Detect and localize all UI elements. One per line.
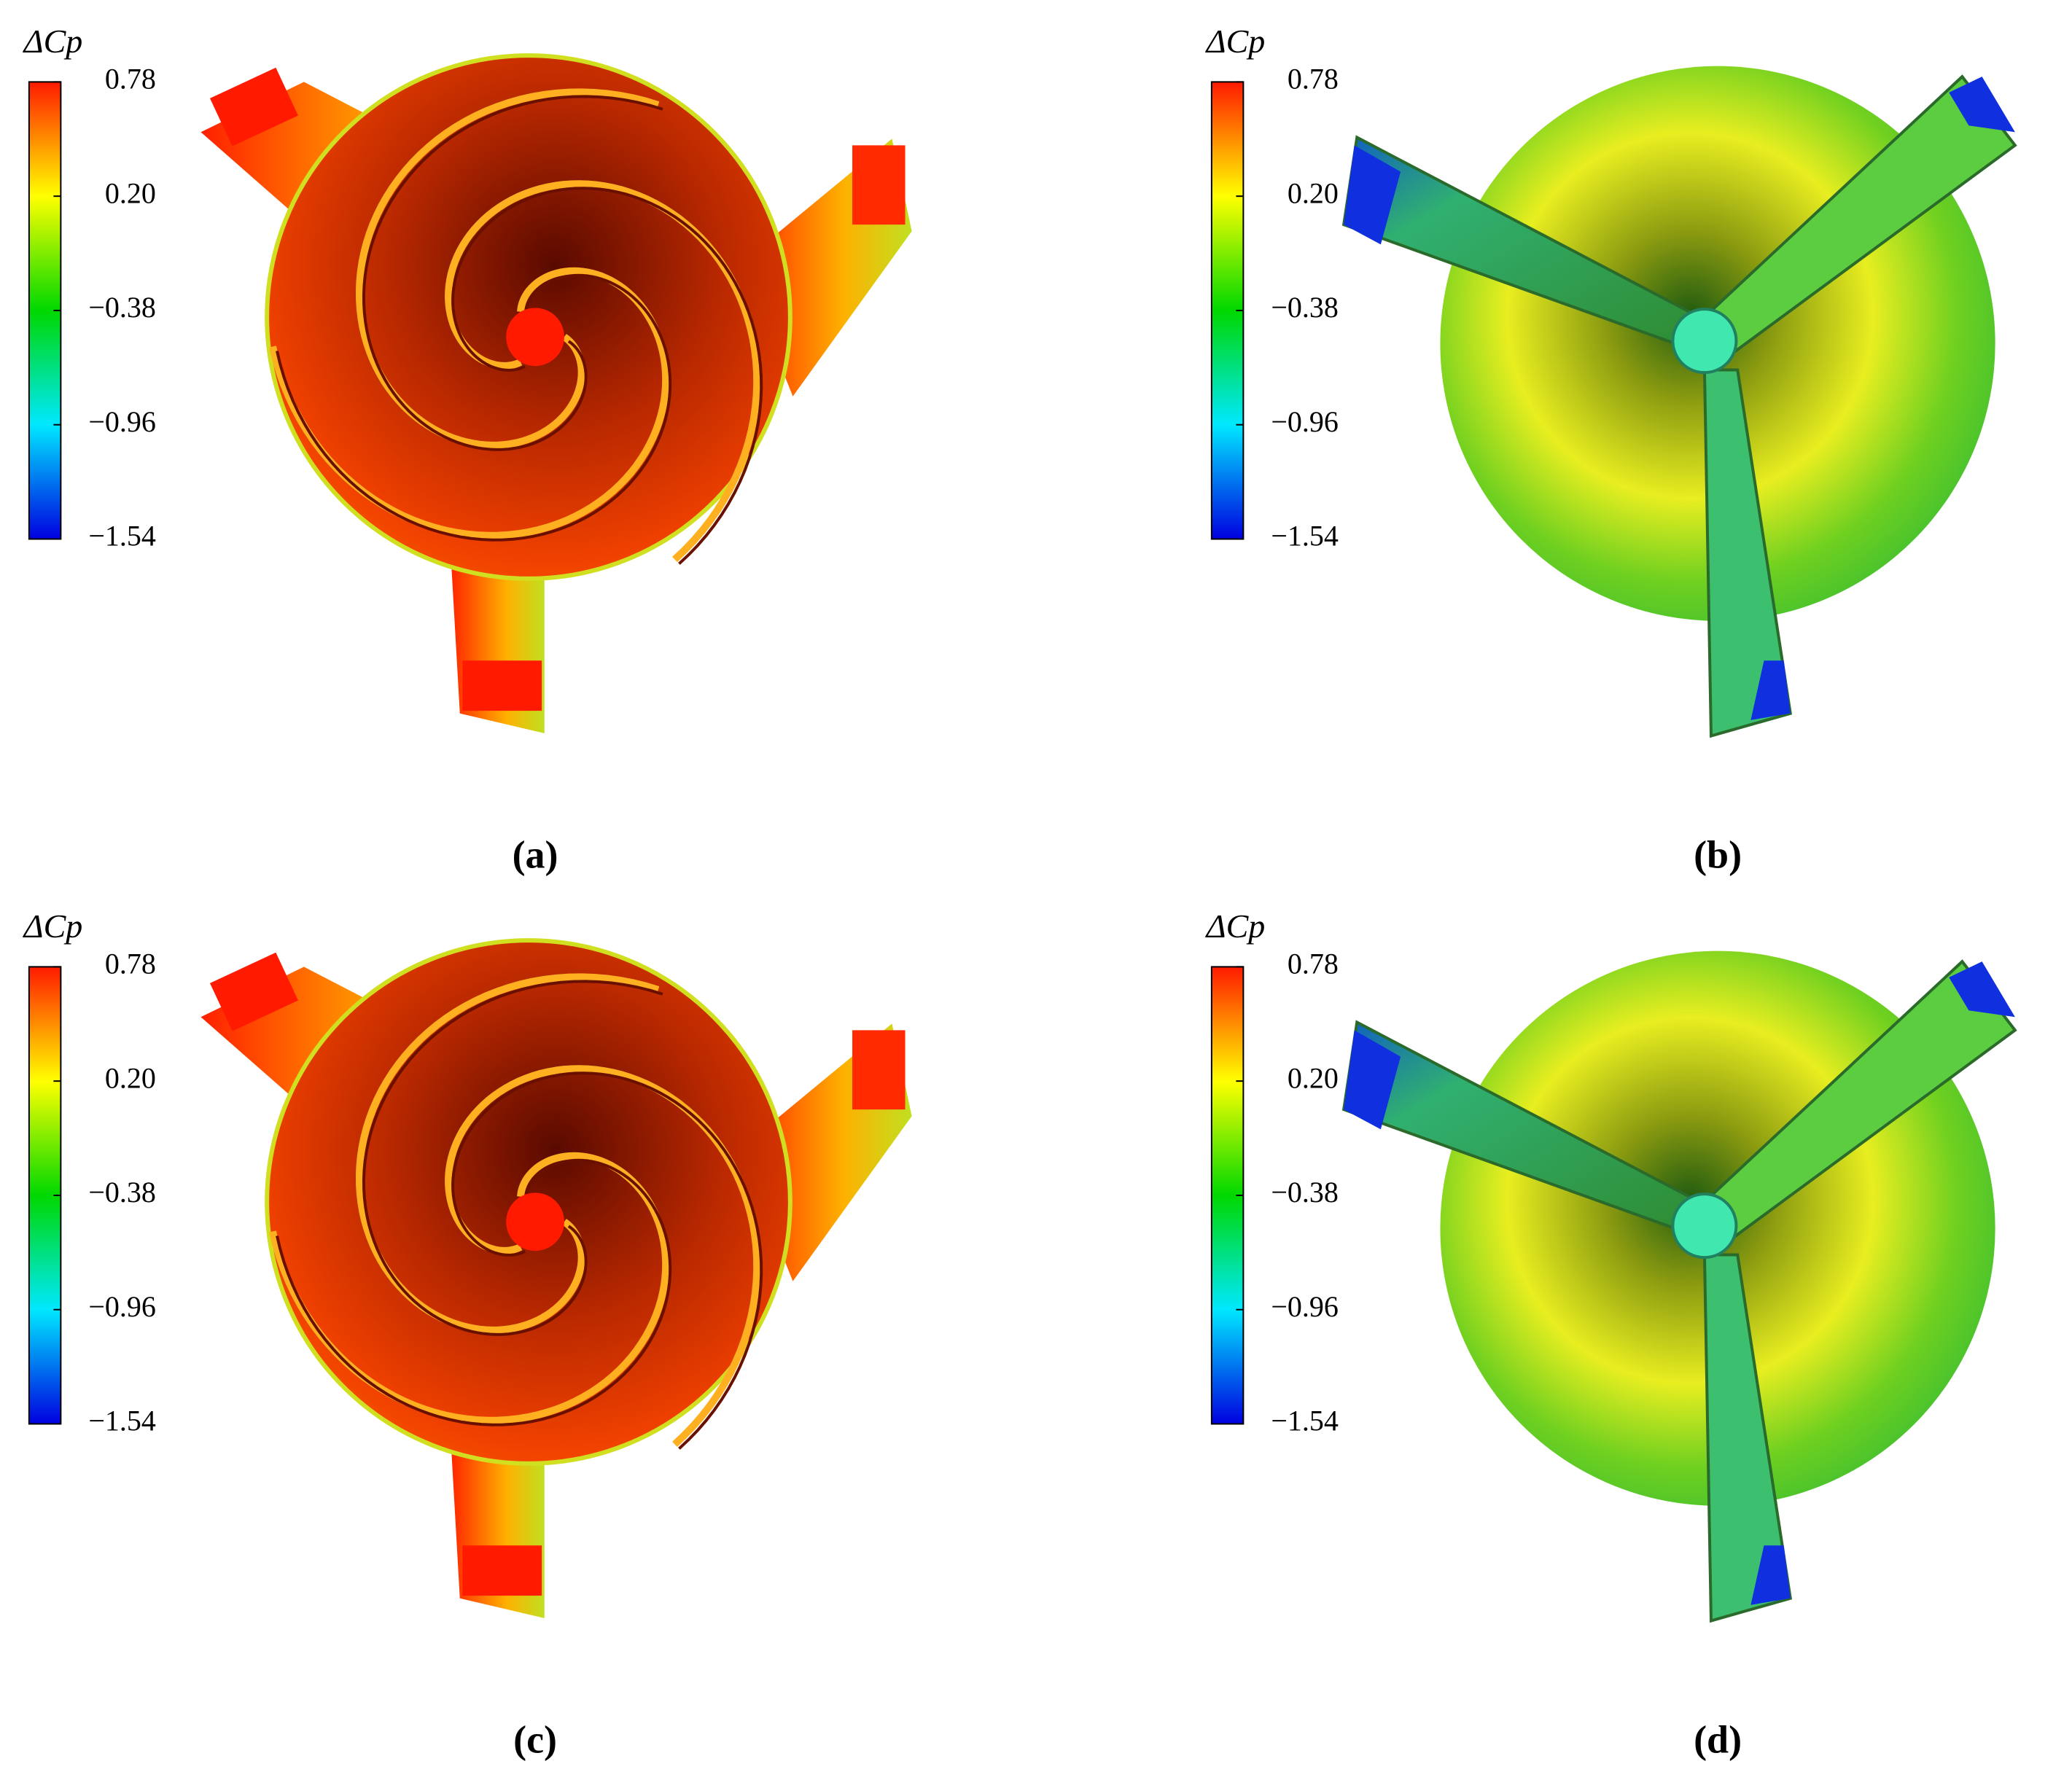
blade-tip: [1344, 1030, 1401, 1130]
blade-tip: [209, 67, 298, 147]
blade-tip: [1949, 77, 2015, 133]
hub: [1671, 308, 1738, 375]
blade-tip: [1750, 1545, 1791, 1605]
blade-tip: [852, 1030, 905, 1110]
panel: ΔCp −1.54 −0.96 −0.38 0.20 0.78 (c): [23, 907, 912, 1762]
panel: ΔCp −1.54 −0.96 −0.38 0.20 0.78 (a): [23, 23, 912, 877]
colorbar-tick-label: 0.78: [1288, 63, 1339, 95]
colorbar-tick-label: 0.78: [1288, 948, 1339, 980]
colorbar-tick-label: −1.54: [88, 1405, 156, 1437]
colorbar-tick-label: 0.20: [105, 1061, 156, 1094]
spiral-edge: [269, 267, 670, 539]
colorbar-title: ΔCp: [23, 907, 83, 945]
blade-tip: [1949, 961, 2015, 1018]
colorbar-tick-label: 0.78: [105, 63, 156, 95]
panel: ΔCp −1.54 −0.96 −0.38 0.20 0.78 (d): [1205, 907, 2017, 1762]
colorbar-tick-label: 0.78: [105, 948, 156, 980]
colorbar-tick-label: 0.20: [1288, 176, 1339, 209]
hub: [1671, 1192, 1738, 1260]
colorbar-tick-label: −0.38: [88, 291, 156, 324]
spiral-shadow: [451, 1071, 763, 1450]
panel-label: (d): [1694, 1718, 1742, 1762]
spiral-shadow: [276, 1158, 672, 1426]
colorbar-tick-label: −1.54: [88, 520, 156, 553]
panel-label: (c): [513, 1718, 557, 1762]
colorbar-tick-label: 0.20: [1288, 1061, 1339, 1094]
colorbar-tick-label: −1.54: [1271, 1405, 1339, 1437]
blade-tip: [1344, 145, 1401, 245]
colorbar-tick-label: −0.96: [1271, 405, 1339, 438]
colorbar-title: ΔCp: [23, 23, 83, 60]
hub: [506, 1192, 564, 1252]
spiral-shadow: [276, 273, 672, 542]
colorbar-tick-label: −1.54: [1271, 520, 1339, 553]
panel-label: (b): [1694, 833, 1742, 877]
blade-tip: [462, 660, 542, 711]
spiral-shadow: [362, 980, 663, 1336]
spiral-edge: [269, 1152, 670, 1424]
colorbar-tick-label: 0.20: [105, 176, 156, 209]
colorbar-tick-label: −0.38: [88, 1176, 156, 1209]
panel-label: (a): [513, 833, 558, 877]
colorbar-title: ΔCp: [1205, 907, 1266, 945]
blade-tip: [209, 952, 298, 1031]
spiral-shadow: [451, 187, 763, 565]
blade-tip: [852, 145, 905, 225]
colorbar-tick-label: −0.96: [1271, 1290, 1339, 1323]
blade-tip: [462, 1545, 542, 1596]
colorbar-title: ΔCp: [1205, 23, 1266, 60]
colorbar-tick-label: −0.96: [88, 1290, 156, 1323]
colorbar-tick-label: −0.38: [1271, 291, 1339, 324]
spiral-shadow: [362, 95, 663, 451]
hub: [506, 308, 564, 367]
colorbar-tick-label: −0.96: [88, 405, 156, 438]
colorbar-tick-label: −0.38: [1271, 1176, 1339, 1209]
panel: ΔCp −1.54 −0.96 −0.38 0.20 0.78 (b): [1205, 23, 2017, 877]
blade-tip: [1750, 660, 1791, 720]
